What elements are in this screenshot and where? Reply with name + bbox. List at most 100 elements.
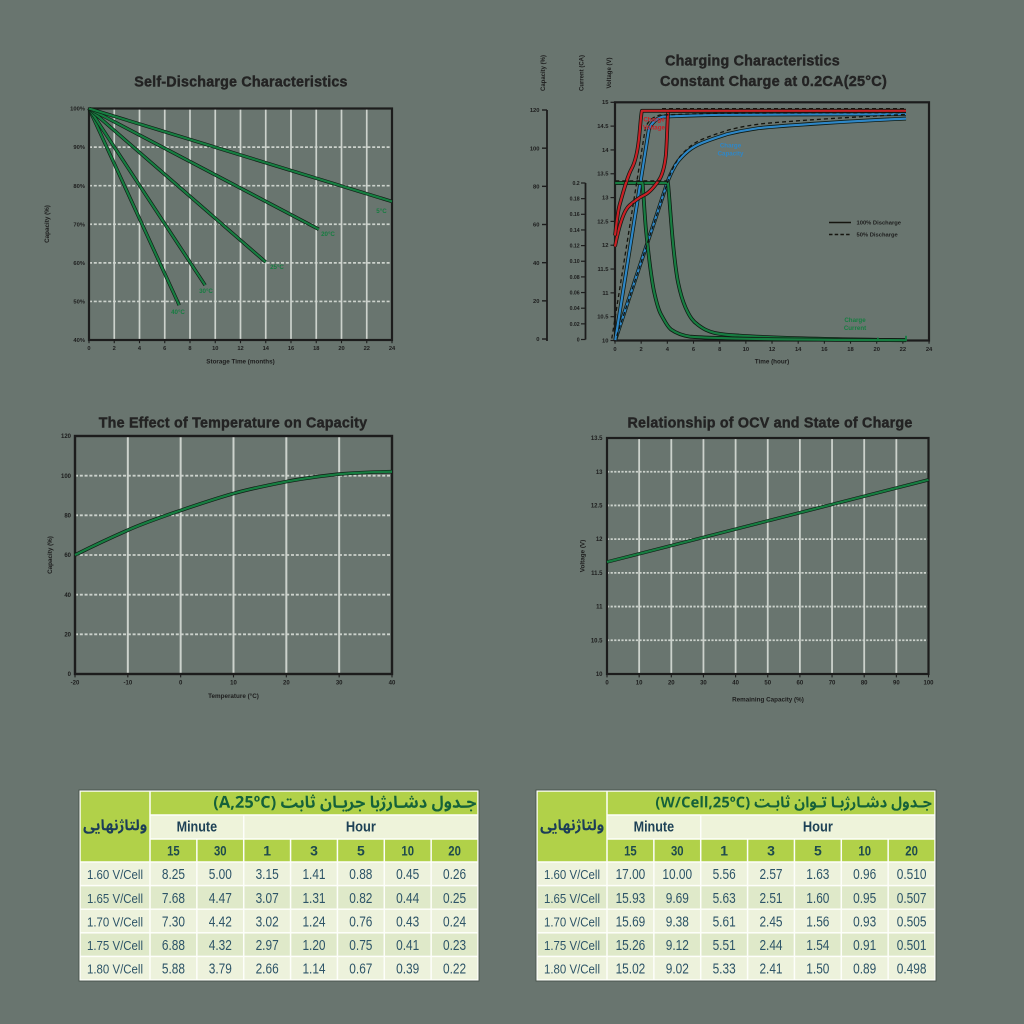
svg-text:11: 11: [602, 291, 609, 297]
svg-text:5.61: 5.61: [713, 913, 736, 930]
svg-text:Minute: Minute: [634, 820, 675, 836]
svg-text:30°C: 30°C: [199, 288, 213, 295]
svg-text:4: 4: [666, 347, 670, 353]
svg-text:14: 14: [795, 347, 802, 353]
svg-text:0.16: 0.16: [570, 212, 580, 218]
svg-text:Minute: Minute: [177, 820, 218, 836]
svg-text:0: 0: [577, 337, 580, 343]
svg-text:1.75 V/Cell: 1.75 V/Cell: [87, 939, 143, 953]
svg-text:11.5: 11.5: [598, 267, 610, 273]
svg-text:1.20: 1.20: [302, 937, 325, 954]
svg-text:100: 100: [530, 146, 540, 152]
svg-text:80%: 80%: [73, 184, 85, 190]
svg-text:50: 50: [764, 681, 771, 687]
svg-text:80: 80: [533, 184, 539, 190]
svg-text:Charge: Charge: [844, 317, 866, 324]
svg-text:1.56: 1.56: [806, 913, 829, 930]
svg-text:5.56: 5.56: [713, 866, 736, 883]
svg-text:0.04: 0.04: [570, 306, 580, 312]
svg-text:10: 10: [858, 843, 871, 859]
svg-text:3.79: 3.79: [209, 961, 232, 978]
svg-text:2.51: 2.51: [759, 890, 782, 907]
svg-text:0.96: 0.96: [853, 866, 876, 883]
svg-text:3.15: 3.15: [256, 866, 279, 883]
svg-text:2.44: 2.44: [759, 937, 782, 954]
svg-text:-10: -10: [123, 681, 132, 687]
svg-text:10: 10: [596, 672, 603, 678]
svg-text:1: 1: [720, 843, 728, 859]
svg-text:Hour: Hour: [346, 820, 376, 836]
svg-text:18: 18: [847, 347, 854, 353]
svg-text:17.00: 17.00: [616, 866, 646, 883]
svg-text:9.38: 9.38: [666, 913, 689, 930]
svg-text:100: 100: [923, 681, 934, 687]
svg-text:1.60: 1.60: [806, 890, 829, 907]
svg-text:0.75: 0.75: [349, 937, 372, 954]
svg-text:80: 80: [64, 513, 71, 519]
svg-text:The Effect of Temperature on C: The Effect of Temperature on Capacity: [99, 416, 368, 432]
svg-text:1.70 V/Cell: 1.70 V/Cell: [87, 915, 143, 929]
svg-text:Self-Discharge Characteristics: Self-Discharge Characteristics: [134, 75, 347, 91]
svg-text:9.12: 9.12: [666, 937, 689, 954]
svg-text:10.5: 10.5: [591, 638, 603, 644]
svg-text:0.41: 0.41: [396, 937, 419, 954]
svg-text:Hour: Hour: [803, 820, 833, 836]
svg-text:2.97: 2.97: [256, 937, 279, 954]
svg-text:100: 100: [61, 474, 72, 480]
svg-text:70%: 70%: [73, 222, 85, 228]
svg-text:0: 0: [179, 681, 183, 687]
svg-text:3.02: 3.02: [256, 913, 279, 930]
svg-text:13: 13: [596, 470, 603, 476]
svg-text:40: 40: [389, 681, 396, 687]
svg-text:80: 80: [861, 681, 868, 687]
svg-text:120: 120: [61, 434, 72, 440]
svg-text:6: 6: [163, 346, 166, 352]
svg-text:0.89: 0.89: [853, 961, 876, 978]
svg-text:2.41: 2.41: [759, 961, 782, 978]
svg-text:Voltage: Voltage: [643, 125, 665, 132]
svg-text:100%: 100%: [70, 107, 85, 113]
svg-text:24: 24: [926, 347, 933, 353]
svg-text:5.88: 5.88: [162, 961, 185, 978]
svg-text:1.80 V/Cell: 1.80 V/Cell: [544, 963, 600, 977]
svg-text:16: 16: [821, 347, 828, 353]
svg-text:70: 70: [829, 681, 836, 687]
svg-text:Remaining Capacity (%): Remaining Capacity (%): [732, 697, 804, 704]
svg-text:20: 20: [533, 299, 539, 305]
svg-text:13: 13: [602, 195, 609, 201]
svg-text:Relationship of OCV and State: Relationship of OCV and State of Charge: [627, 416, 912, 432]
svg-text:0.2: 0.2: [572, 181, 579, 187]
svg-text:50% Discharge: 50% Discharge: [857, 233, 899, 239]
svg-text:20: 20: [338, 346, 344, 352]
svg-text:Voltage (V): Voltage (V): [607, 58, 613, 89]
svg-text:Current (CA): Current (CA): [580, 55, 586, 91]
svg-text:20: 20: [905, 843, 918, 859]
svg-text:40%: 40%: [73, 338, 85, 344]
svg-text:0.23: 0.23: [443, 937, 466, 954]
svg-text:1.54: 1.54: [806, 937, 829, 954]
svg-text:10: 10: [602, 338, 608, 344]
svg-text:24: 24: [389, 346, 396, 352]
svg-text:20: 20: [668, 681, 675, 687]
svg-text:Constant Charge at 0.2CA(25°C): Constant Charge at 0.2CA(25°C): [660, 74, 887, 90]
svg-text:0: 0: [605, 681, 609, 687]
svg-text:40: 40: [64, 593, 71, 599]
svg-text:0.39: 0.39: [396, 961, 419, 978]
svg-text:1.80 V/Cell: 1.80 V/Cell: [87, 963, 143, 977]
svg-text:0.08: 0.08: [570, 275, 580, 281]
svg-text:12: 12: [602, 243, 608, 249]
svg-text:16: 16: [288, 346, 294, 352]
svg-text:10: 10: [401, 843, 414, 859]
svg-text:0: 0: [68, 672, 72, 678]
svg-text:10: 10: [743, 347, 749, 353]
svg-text:Charging Characteristics: Charging Characteristics: [665, 54, 840, 70]
svg-text:30: 30: [700, 681, 707, 687]
svg-text:40°C: 40°C: [171, 309, 185, 316]
svg-text:Charge: Charge: [720, 142, 742, 149]
svg-text:0.505: 0.505: [897, 913, 927, 930]
svg-text:15.02: 15.02: [616, 961, 646, 978]
svg-text:12.5: 12.5: [597, 219, 609, 225]
svg-text:5.63: 5.63: [713, 890, 736, 907]
svg-text:11.5: 11.5: [591, 571, 603, 577]
svg-text:30: 30: [671, 843, 684, 859]
